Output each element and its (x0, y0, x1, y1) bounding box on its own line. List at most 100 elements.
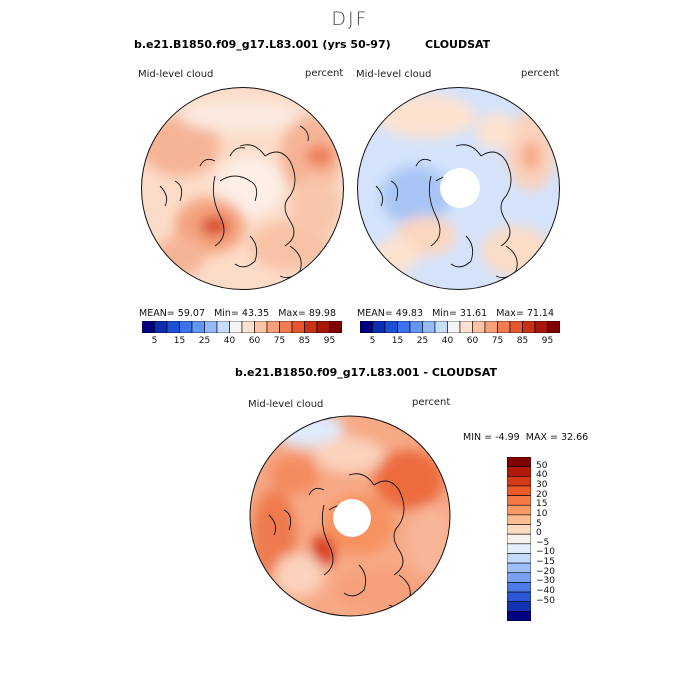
map-model (141, 87, 344, 290)
colorbar-swatch (547, 321, 560, 333)
colorbar-tick-label: −5 (536, 537, 550, 548)
panel-3-units: percent (412, 397, 451, 408)
colorbar-swatch (316, 321, 330, 333)
colorbar-swatch (216, 321, 230, 333)
colorbar-swatch (507, 504, 531, 516)
colorbar-tick-label: 50 (536, 460, 548, 471)
colorbar-swatch (507, 562, 531, 574)
panel-2-units: percent (521, 68, 560, 79)
colorbar-swatch (507, 466, 531, 477)
colorbar-swatch (507, 495, 531, 506)
colorbar-swatch (422, 321, 436, 333)
panel-3-min-value: -4.99 (495, 432, 520, 443)
panel-1-units: percent (305, 68, 344, 79)
panel-1-min-value: 43.35 (241, 308, 270, 319)
colorbar-tick-label: 20 (536, 489, 548, 500)
colorbar-tick-label: 10 (536, 508, 548, 519)
colorbar-swatch (142, 321, 155, 333)
colorbar-swatch (522, 321, 536, 333)
panel-3-title: b.e21.B1850.f09_g17.L83.001 - CLOUDSAT (235, 366, 498, 379)
panel-2-max-label: Max= (496, 308, 524, 319)
panel-1-mean-value: 59.07 (177, 308, 205, 319)
colorbar-tick-label: 15 (173, 336, 186, 346)
colorbar-swatch (254, 321, 268, 333)
colorbar-tick-label: 95 (323, 336, 336, 346)
colorbar-swatch (484, 321, 498, 333)
panel-2-mean-value: 49.83 (395, 308, 423, 319)
colorbar-tick-label: 85 (516, 336, 529, 346)
colorbar-tick-label: −40 (536, 586, 555, 597)
colorbar-swatch (507, 611, 531, 621)
panel-3-variable: Mid-level cloud (248, 399, 324, 410)
colorbar-swatch (434, 321, 448, 333)
colorbar-swatch (507, 582, 531, 593)
map-difference (249, 415, 451, 617)
colorbar-swatch (447, 321, 461, 333)
panel-3-min-label: MIN = (463, 432, 493, 443)
colorbar-swatch (507, 475, 531, 487)
panel-1-max-label: Max= (278, 308, 306, 319)
map-cloudsat (357, 87, 560, 290)
colorbar-model-ticks: 5 15 25 40 60 75 85 95 (142, 336, 342, 348)
panel-2-stats: MEAN= 49.83 Min= 31.61 Max= 71.14 (357, 308, 554, 319)
panel-2-min-value: 31.61 (459, 308, 488, 319)
colorbar-swatch (179, 321, 193, 333)
colorbar-swatch (291, 321, 305, 333)
panel-2-min-label: Min= (432, 308, 457, 319)
panel-1-mean-label: MEAN= (139, 308, 175, 319)
panel-1-variable: Mid-level cloud (138, 69, 214, 80)
colorbar-tick-label: 25 (416, 336, 429, 346)
colorbar-difference-ticks: 50 40 30 20 15 10 5 0 −5 −10 −15 −20 −30 −40 −50 (536, 457, 566, 621)
colorbar-swatch (507, 524, 531, 535)
colorbar-tick-label: 60 (248, 336, 261, 346)
colorbar-swatch (409, 321, 423, 333)
colorbar-tick-label: −50 (536, 595, 555, 606)
colorbar-swatch (304, 321, 318, 333)
colorbar-tick-label: −20 (536, 566, 555, 577)
colorbar-swatch (360, 321, 373, 333)
colorbar-tick-label: 15 (391, 336, 404, 346)
colorbar-tick-label: 75 (491, 336, 504, 346)
colorbar-swatch (154, 321, 168, 333)
colorbar-swatch (459, 321, 473, 333)
colorbar-swatch (507, 591, 531, 603)
panel-2-variable: Mid-level cloud (356, 69, 432, 80)
colorbar-tick-label: 5 (369, 336, 376, 346)
colorbar-cloudsat (360, 321, 560, 333)
panel-3-max-label: MAX = (525, 432, 558, 443)
colorbar-swatch (329, 321, 342, 333)
panel-2-max-value: 71.14 (526, 308, 555, 319)
colorbar-tick-label: 0 (536, 528, 542, 539)
colorbar-swatch (472, 321, 486, 333)
colorbar-tick-label: 25 (198, 336, 211, 346)
colorbar-tick-label: 40 (223, 336, 236, 346)
colorbar-swatch (534, 321, 548, 333)
colorbar-tick-label: 5 (536, 518, 542, 529)
colorbar-tick-label: −15 (536, 557, 555, 568)
colorbar-swatch (397, 321, 411, 333)
colorbar-swatch (507, 601, 531, 612)
colorbar-tick-label: 15 (536, 499, 548, 510)
figure-title: DJF (331, 8, 369, 30)
colorbar-swatch (241, 321, 255, 333)
panel-2-mean-label: MEAN= (357, 308, 393, 319)
panel-3-stats: MIN = -4.99 MAX = 32.66 (463, 432, 588, 443)
colorbar-swatch (507, 543, 531, 554)
colorbar-swatch (507, 514, 531, 525)
colorbar-cloudsat-ticks: 5 15 25 40 60 75 85 95 (360, 336, 560, 348)
colorbar-difference (507, 457, 531, 621)
colorbar-tick-label: 40 (536, 470, 548, 481)
panel-2-title: CLOUDSAT (425, 38, 491, 51)
colorbar-swatch (509, 321, 523, 333)
panel-3-max-value: 32.66 (560, 432, 589, 443)
colorbar-tick-label: −30 (536, 576, 555, 587)
colorbar-swatch (507, 533, 531, 545)
colorbar-swatch (229, 321, 243, 333)
colorbar-tick-label: 95 (541, 336, 554, 346)
colorbar-swatch (497, 321, 511, 333)
colorbar-swatch (191, 321, 205, 333)
colorbar-tick-label: 30 (536, 479, 548, 490)
colorbar-tick-label: 5 (151, 336, 158, 346)
colorbar-swatch (507, 572, 531, 583)
colorbar-swatch (507, 457, 531, 467)
